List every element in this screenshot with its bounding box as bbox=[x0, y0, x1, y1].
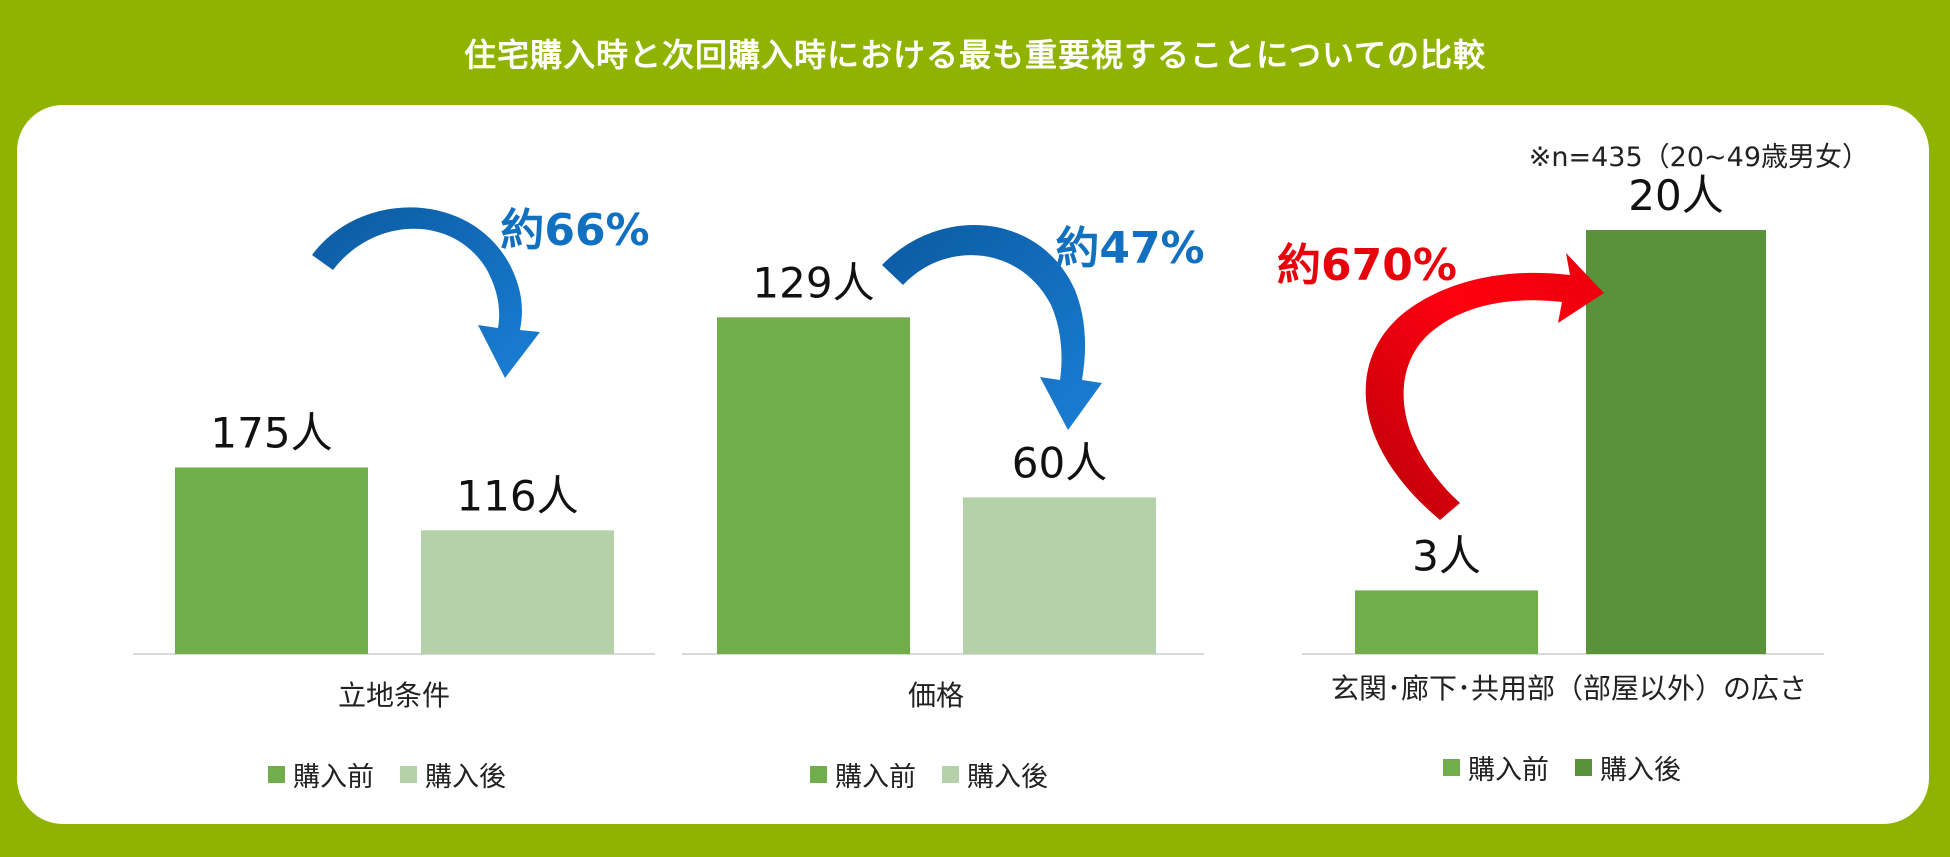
legend-label-before: 購入前 bbox=[1468, 755, 1549, 786]
data-label: 175人 bbox=[210, 408, 332, 457]
legend-label-before: 購入前 bbox=[835, 762, 916, 793]
bar-before bbox=[1355, 590, 1538, 654]
change-percent-label: 約66% bbox=[500, 205, 649, 256]
legend-item-before: 購入前 bbox=[268, 755, 374, 794]
bar-after bbox=[963, 497, 1156, 654]
bar-after bbox=[1586, 230, 1766, 654]
sample-note: ※n=435（20~49歳男女） bbox=[1528, 142, 1869, 173]
decrease-arrow-icon bbox=[882, 225, 1102, 430]
data-label: 60人 bbox=[1012, 438, 1107, 487]
legend-1: 購入前 購入後 bbox=[268, 755, 506, 794]
decrease-arrow-icon bbox=[312, 207, 540, 378]
legend-label-before: 購入前 bbox=[293, 762, 374, 793]
data-label: 20人 bbox=[1628, 171, 1723, 220]
bar-after bbox=[421, 530, 614, 654]
legend-swatch-before bbox=[268, 766, 285, 783]
legend-label-after: 購入後 bbox=[967, 762, 1048, 793]
legend-3: 購入前 購入後 bbox=[1443, 748, 1681, 787]
legend-label-after: 購入後 bbox=[425, 762, 506, 793]
legend-swatch-after bbox=[942, 766, 959, 783]
category-label: 玄関･廊下･共用部（部屋以外）の広さ bbox=[1331, 672, 1807, 705]
bar-before bbox=[175, 467, 368, 654]
change-percent-label: 約47% bbox=[1055, 223, 1204, 274]
legend-2: 購入前 購入後 bbox=[810, 755, 1048, 794]
legend-item-after: 購入後 bbox=[400, 755, 506, 794]
increase-arrow-icon bbox=[1365, 253, 1604, 520]
legend-swatch-after bbox=[400, 766, 417, 783]
legend-swatch-after bbox=[1575, 759, 1592, 776]
data-label: 3人 bbox=[1412, 531, 1481, 580]
legend-label-after: 購入後 bbox=[1600, 755, 1681, 786]
bar-before bbox=[717, 317, 910, 654]
legend-item-after: 購入後 bbox=[1575, 748, 1681, 787]
page-title: 住宅購入時と次回購入時における最も重要視することについての比較 bbox=[463, 36, 1487, 74]
legend-swatch-before bbox=[810, 766, 827, 783]
legend-item-before: 購入前 bbox=[1443, 748, 1549, 787]
legend-item-after: 購入後 bbox=[942, 755, 1048, 794]
legend-swatch-before bbox=[1443, 759, 1460, 776]
change-percent-label: 約670% bbox=[1277, 240, 1457, 291]
data-label: 129人 bbox=[752, 258, 874, 307]
legend-item-before: 購入前 bbox=[810, 755, 916, 794]
data-label: 116人 bbox=[456, 471, 578, 520]
category-label: 立地条件 bbox=[338, 679, 450, 712]
category-label: 価格 bbox=[908, 679, 964, 712]
